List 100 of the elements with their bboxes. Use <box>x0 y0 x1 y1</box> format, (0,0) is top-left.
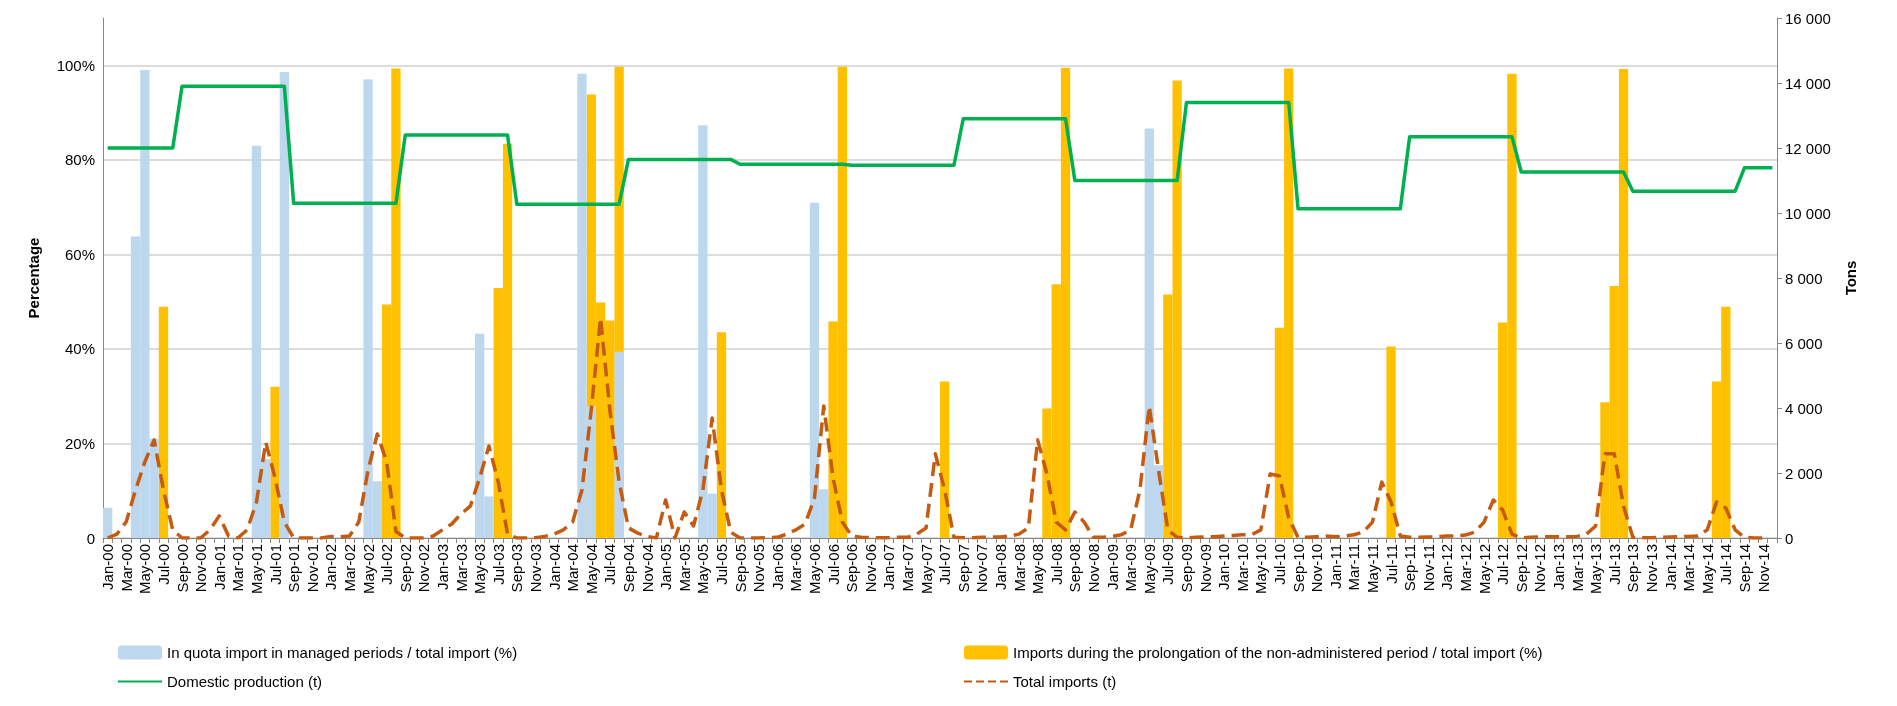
x-tick-label: Jul-03 <box>489 544 507 585</box>
x-tick-label: Sep-07 <box>954 544 972 593</box>
x-tick-label: Jan-09 <box>1103 544 1121 590</box>
x-tick-label: May-14 <box>1698 544 1716 595</box>
y2-tick-label: 14 000 <box>1785 74 1831 92</box>
x-tick-label: Nov-10 <box>1308 544 1326 593</box>
x-tick-label: Mar-06 <box>787 544 805 592</box>
bar <box>940 381 950 538</box>
x-tick-label: Sep-10 <box>1289 544 1307 593</box>
x-tick-label: Jan-12 <box>1438 544 1456 590</box>
x-tick-label: Mar-08 <box>1010 544 1028 592</box>
x-tick-label: May-02 <box>359 544 377 595</box>
x-tick-label: Mar-13 <box>1568 544 1586 592</box>
bar <box>270 386 280 538</box>
x-tick-label: May-10 <box>1252 544 1270 595</box>
x-tick-label: Sep-05 <box>731 544 749 593</box>
x-tick-label: May-06 <box>805 544 823 595</box>
x-tick-label: Jan-13 <box>1549 544 1567 590</box>
x-tick-label: Nov-08 <box>1084 544 1102 593</box>
y-tick-label: 0 <box>86 529 95 547</box>
x-tick-label: Jan-01 <box>210 544 228 590</box>
x-tick-label: Jul-12 <box>1494 544 1512 585</box>
y-tick-label: 40% <box>64 340 95 358</box>
y2-tick-label: 2 000 <box>1785 464 1823 482</box>
x-tick-label: Mar-11 <box>1345 544 1363 591</box>
x-tick-label: May-00 <box>136 544 154 595</box>
x-tick-label: Jan-06 <box>768 544 786 590</box>
x-tick-label: Nov-02 <box>415 544 433 593</box>
y2-tick-label: 12 000 <box>1785 139 1831 157</box>
x-tick-label: Jul-06 <box>824 544 842 585</box>
x-tick-label: Mar-02 <box>340 544 358 592</box>
x-tick-label: Jul-13 <box>1605 544 1623 585</box>
x-tick-label: Sep-14 <box>1735 544 1753 593</box>
y-axis-title: Percentage <box>25 237 42 319</box>
x-tick-label: Nov-13 <box>1642 544 1660 593</box>
y2-tick-label: 6 000 <box>1785 334 1823 352</box>
x-tick-label: May-11 <box>1363 544 1381 593</box>
legend-label: Total imports (t) <box>1013 673 1117 690</box>
x-tick-label: May-12 <box>1475 544 1493 595</box>
x-tick-label: Jul-08 <box>1047 544 1065 585</box>
x-tick-label: Sep-12 <box>1512 544 1530 593</box>
x-tick-label: Jul-14 <box>1717 544 1735 585</box>
x-tick-label: Jan-03 <box>433 544 451 590</box>
x-tick-label: Jul-01 <box>266 544 284 585</box>
y-tick-label: 20% <box>64 434 95 452</box>
y2-axis-title: Tons <box>1842 260 1859 296</box>
x-tick-label: Sep-13 <box>1624 544 1642 593</box>
x-tick-label: Nov-00 <box>192 544 210 593</box>
x-tick-label: Sep-00 <box>173 544 191 593</box>
x-tick-label: Nov-07 <box>973 544 991 593</box>
y2-tick-label: 8 000 <box>1785 269 1823 287</box>
x-tick-label: Sep-02 <box>396 544 414 593</box>
y-tick-label: 100% <box>56 56 95 74</box>
x-tick-label: Jan-07 <box>880 544 898 590</box>
x-tick-label: Sep-06 <box>843 544 861 593</box>
x-tick-label: Jul-11 <box>1382 544 1400 584</box>
x-tick-label: Nov-06 <box>861 544 879 593</box>
x-tick-label: Mar-05 <box>675 544 693 592</box>
x-tick-label: Jan-08 <box>991 544 1009 590</box>
x-tick-label: Mar-03 <box>452 544 470 592</box>
bar <box>103 507 113 538</box>
legend-label: Domestic production (t) <box>167 673 323 690</box>
x-tick-label: Sep-03 <box>508 544 526 593</box>
x-tick-label: Nov-14 <box>1754 544 1772 593</box>
x-tick-label: May-03 <box>471 544 489 595</box>
x-tick-label: Jul-07 <box>936 544 954 585</box>
legend-label: Imports during the prolongation of the non-administered period / total import (%) <box>1013 644 1543 661</box>
x-tick-label: Sep-04 <box>619 544 637 593</box>
bar <box>716 332 727 538</box>
y2-tick-label: 16 000 <box>1785 9 1831 27</box>
x-tick-label: Nov-05 <box>750 544 768 593</box>
line-series <box>105 84 1775 211</box>
bar <box>1386 346 1396 538</box>
x-tick-label: Nov-04 <box>638 544 656 593</box>
x-tick-label: Jul-04 <box>601 544 619 585</box>
x-tick-label: Mar-14 <box>1680 544 1698 592</box>
y-tick-label: 60% <box>64 245 95 263</box>
x-tick-label: Nov-11 <box>1419 544 1437 592</box>
x-tick-label: Nov-03 <box>526 544 544 593</box>
x-tick-label: Nov-01 <box>303 544 321 593</box>
bar <box>279 71 289 538</box>
x-tick-label: Jan-14 <box>1661 544 1679 590</box>
x-tick-label: Jul-00 <box>154 544 172 585</box>
x-tick-label: Sep-09 <box>1177 544 1195 593</box>
y2-tick-label: 4 000 <box>1785 399 1823 417</box>
x-tick-label: May-04 <box>582 544 600 595</box>
x-tick-label: Jul-09 <box>1159 544 1177 585</box>
y-tick-label: 80% <box>64 151 95 169</box>
x-tick-label: Sep-01 <box>285 544 303 593</box>
x-tick-label: May-05 <box>694 544 712 595</box>
x-tick-label: Jan-02 <box>322 544 340 590</box>
x-tick-label: Mar-10 <box>1233 544 1251 592</box>
x-tick-label: Mar-00 <box>117 544 135 592</box>
x-tick-label: Jul-10 <box>1270 544 1288 585</box>
x-tick-label: Jan-05 <box>657 544 675 590</box>
x-tick-label: Sep-11 <box>1401 544 1419 592</box>
x-tick-label: Mar-09 <box>1122 544 1140 592</box>
x-tick-label: Mar-01 <box>229 544 247 592</box>
x-tick-label: May-01 <box>247 544 265 595</box>
x-tick-label: May-07 <box>917 544 935 595</box>
